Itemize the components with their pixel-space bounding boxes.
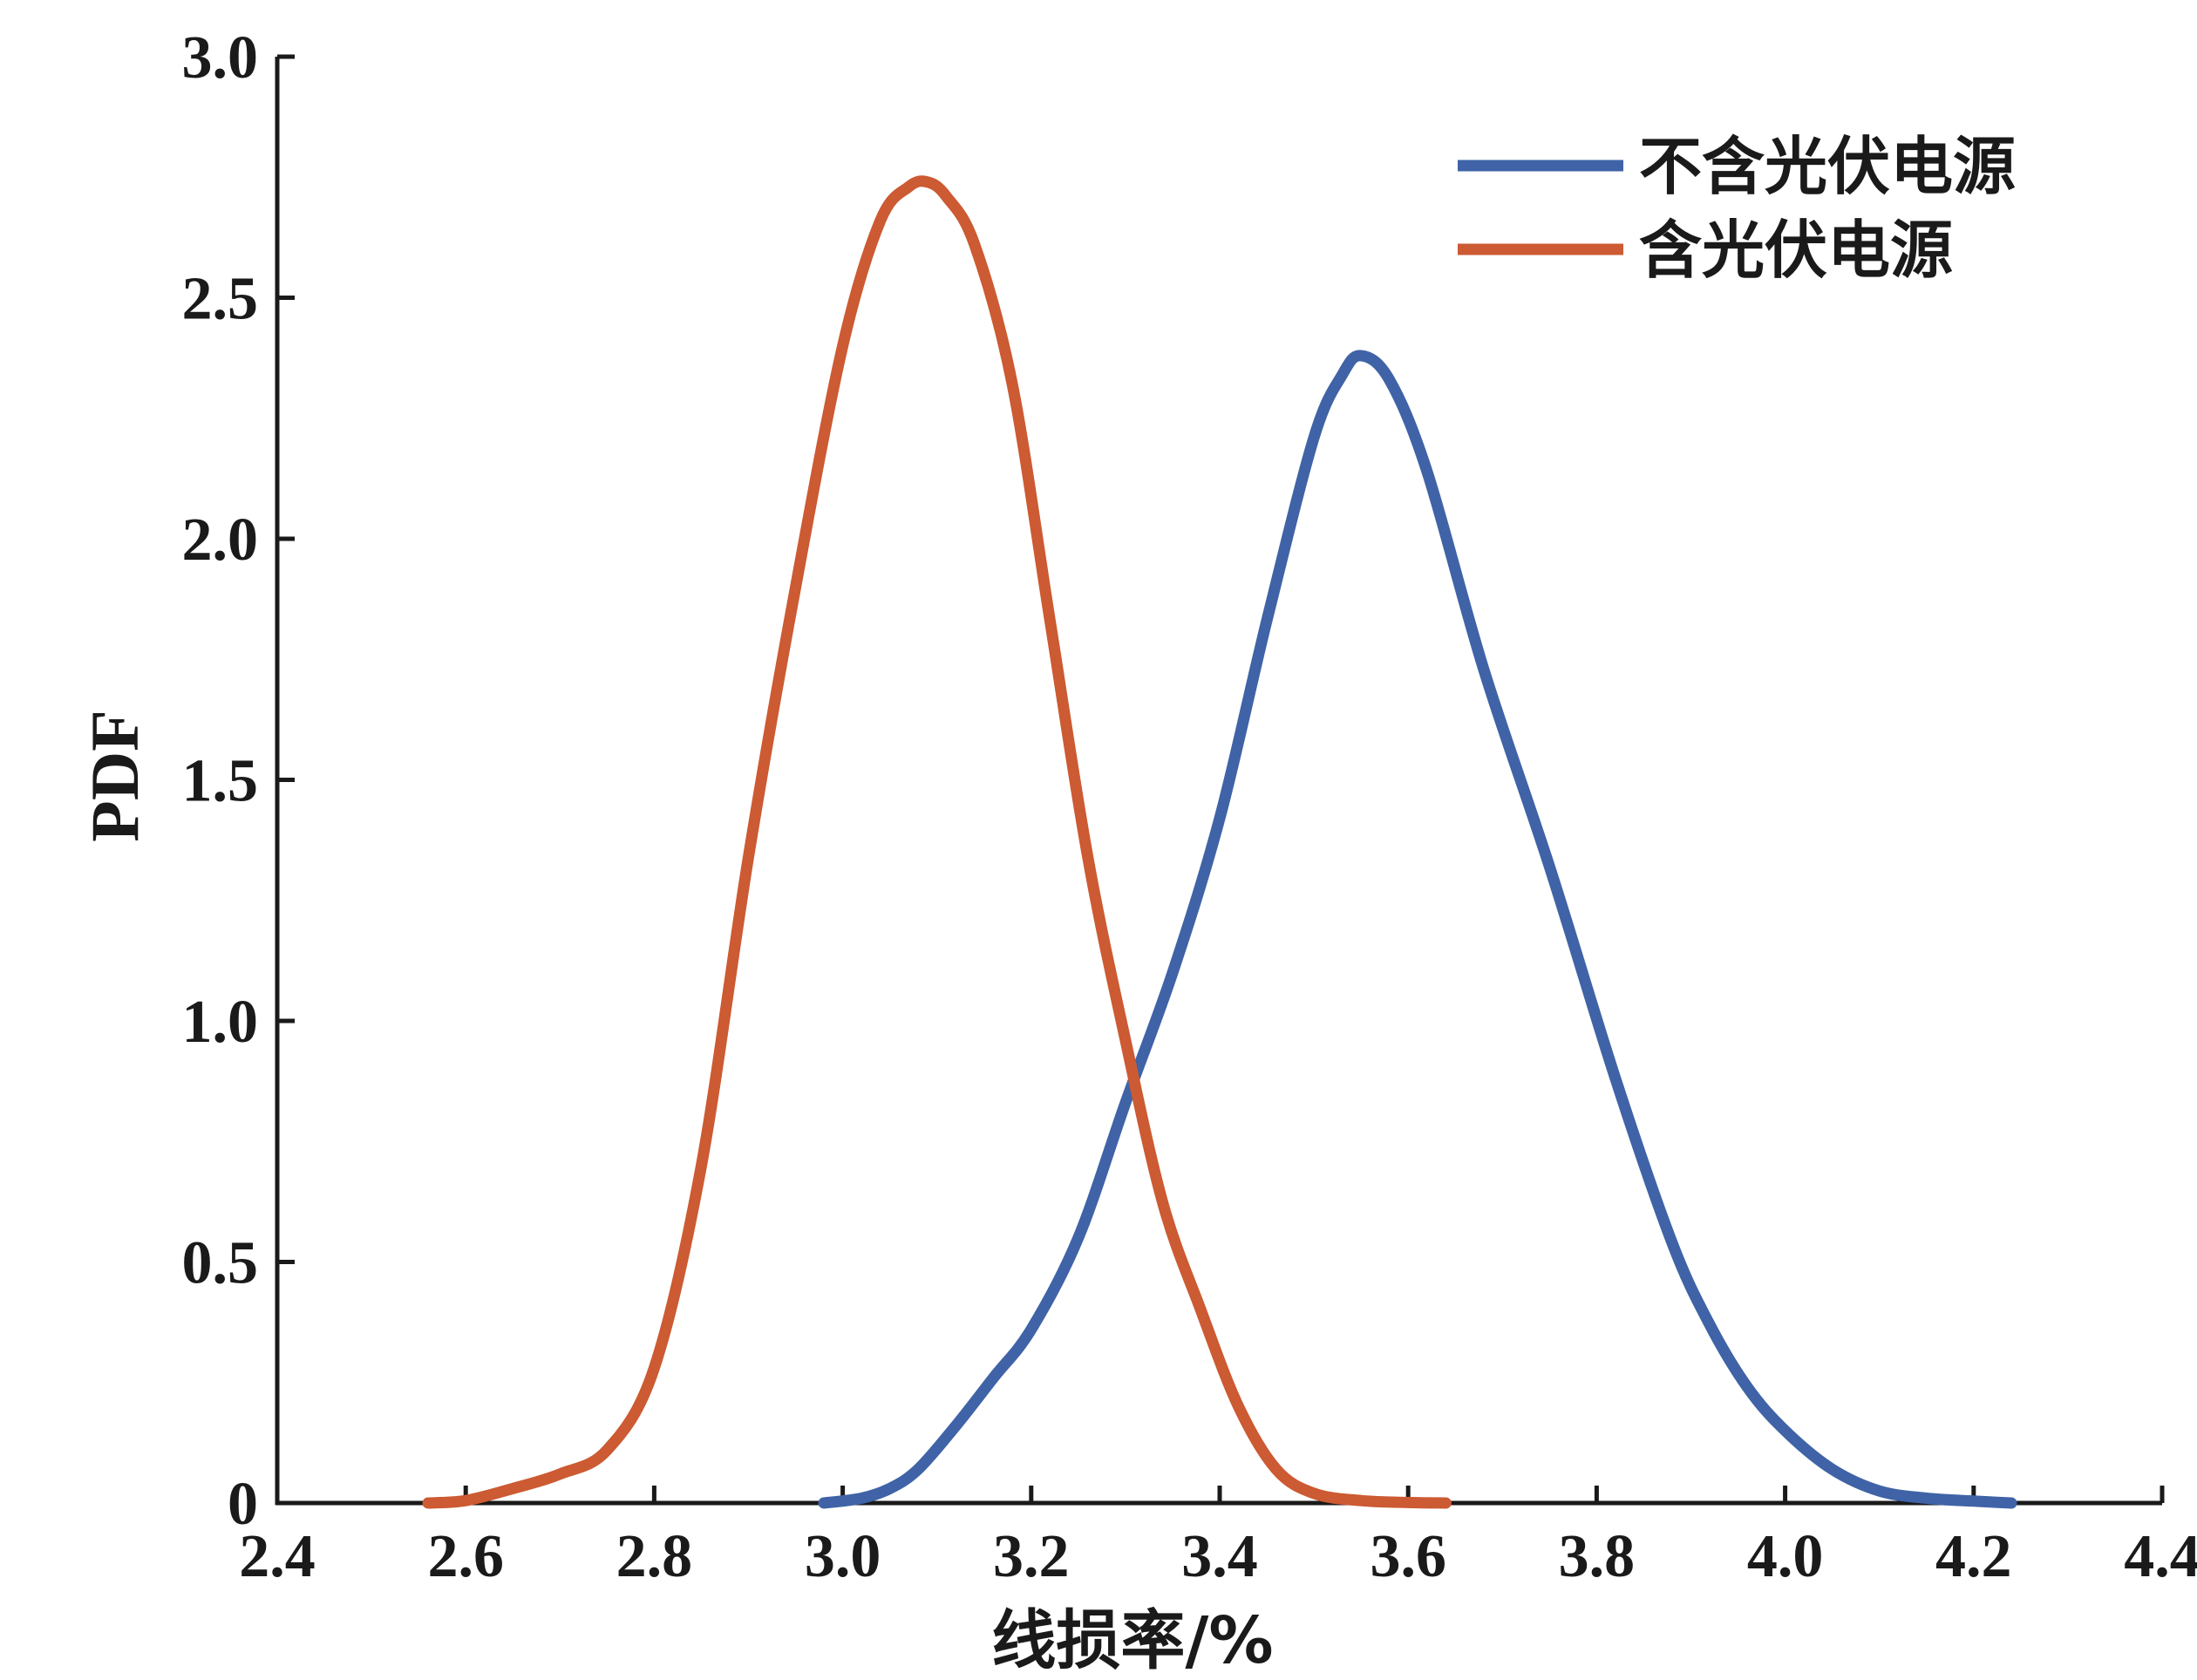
legend-label: 不含光伏电源	[1639, 130, 2016, 203]
x-tick-label: 4.0	[1747, 1523, 1824, 1590]
y-axis-ticks: 0 0.5 1.0 1.5 2.0 2.5 3.0	[182, 24, 295, 1538]
series-group	[422, 175, 2017, 1509]
y-tick-label: 0.5	[182, 1230, 259, 1297]
x-tick-label: 4.2	[1935, 1523, 2012, 1590]
x-tick-label: 2.4	[239, 1523, 316, 1590]
x-tick-label: 3.2	[993, 1523, 1070, 1590]
x-tick-label: 3.0	[805, 1523, 881, 1590]
legend-item-without-pv: 不含光伏电源	[1458, 130, 2016, 203]
series-line-without-pv	[818, 350, 2017, 1509]
x-axis-title: 线损率/%	[991, 1603, 1273, 1678]
y-tick-label: 1.5	[182, 748, 259, 815]
x-axis-ticks: 2.4 2.6 2.8 3.0 3.2 3.4 3.6 3.8 4.0 4.2 4.4	[239, 1486, 2197, 1590]
x-tick-label: 3.8	[1559, 1523, 1636, 1590]
y-tick-label: 3.0	[182, 24, 259, 92]
legend-item-with-pv: 含光伏电源	[1458, 214, 1953, 287]
y-tick-label: 2.0	[182, 507, 259, 574]
series-line-with-pv	[422, 175, 1452, 1509]
y-tick-label: 1.0	[182, 989, 259, 1056]
y-tick-label: 2.5	[182, 266, 259, 333]
x-tick-label: 2.6	[427, 1523, 504, 1590]
x-tick-label: 2.8	[616, 1523, 693, 1590]
y-tick-label: 0	[228, 1471, 258, 1538]
y-axis-title: PDF	[77, 710, 153, 842]
x-tick-label: 4.4	[2124, 1523, 2197, 1590]
x-tick-label: 3.4	[1181, 1523, 1258, 1590]
legend-label: 含光伏电源	[1639, 214, 1953, 287]
x-tick-label: 3.6	[1370, 1523, 1446, 1590]
